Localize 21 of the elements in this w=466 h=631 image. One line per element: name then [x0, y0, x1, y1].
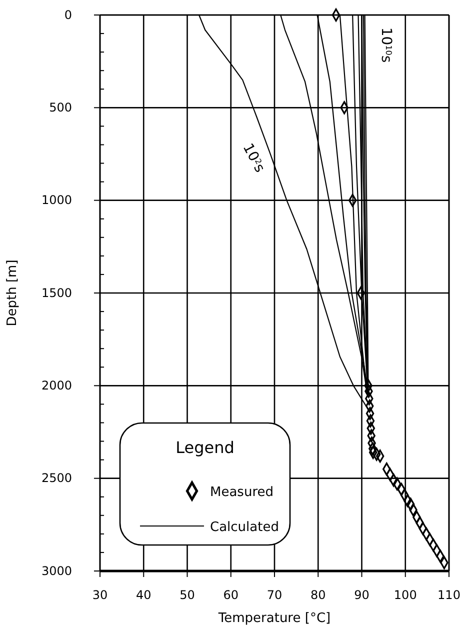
x-tick-label: 40 [136, 588, 152, 602]
x-tick-label: 80 [310, 588, 326, 602]
y-tick-label: 2500 [41, 471, 72, 486]
y-tick-label: 1500 [41, 286, 72, 300]
legend-label: Calculated [210, 520, 279, 535]
legend-label: Measured [210, 485, 274, 500]
x-tick-label: 90 [354, 588, 370, 602]
x-tick-label: 70 [266, 588, 282, 602]
y-tick-label: 1000 [41, 193, 72, 208]
x-tick-label: 60 [223, 588, 239, 602]
x-tick-label: 50 [180, 588, 195, 602]
x-tick-label: 30 [92, 588, 108, 602]
y-tick-label: 0 [64, 8, 72, 22]
x-tick-label: 100 [394, 588, 417, 602]
y-tick-label: 500 [49, 100, 72, 115]
y-axis-title: Depth [m] [5, 260, 20, 326]
y-tick-label: 3000 [41, 564, 72, 578]
y-tick-label: 2000 [41, 378, 72, 393]
x-axis-title: Temperature [°C] [217, 611, 331, 626]
legend-title: Legend [176, 438, 234, 457]
x-tick-label: 110 [438, 588, 460, 602]
